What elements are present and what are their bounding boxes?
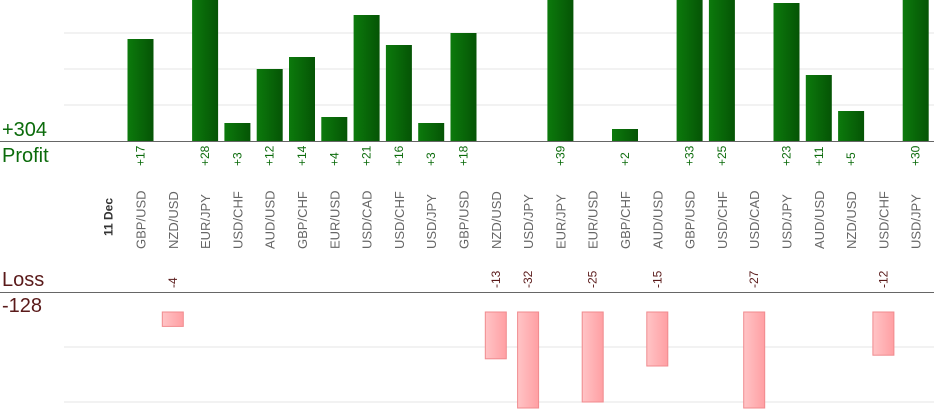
profit-value-label: +18 (457, 145, 471, 166)
loss-bar (484, 311, 507, 360)
profit-value-label: +3 (230, 152, 244, 166)
profit-bar (612, 129, 638, 141)
category-label: USD/CAD (360, 190, 375, 249)
profit-bar (321, 117, 348, 141)
profit-value-label: +25 (715, 145, 729, 166)
profit-bar (385, 45, 412, 141)
category-label: NZD/USD (489, 191, 504, 249)
profit-bar (805, 75, 832, 141)
profit-value-label: +39 (553, 145, 567, 166)
loss-value-label: -15 (650, 270, 664, 288)
profit-value-label: +14 (295, 145, 309, 166)
category-label: GBP/CHF (295, 191, 310, 249)
profit-value-label: +2 (618, 152, 632, 166)
profit-value-label: +4 (327, 152, 341, 166)
loss-bar (743, 311, 766, 409)
profit-bar (773, 3, 800, 141)
category-label: NZD/USD (844, 191, 859, 249)
category-label: EUR/JPY (553, 194, 568, 249)
profit-bar (547, 0, 574, 141)
profit-total: +304 (2, 119, 48, 141)
profit-value-label: +5 (844, 152, 858, 166)
loss-bar (872, 311, 895, 356)
loss-bar (161, 311, 184, 327)
category-label: USD/JPY (909, 194, 924, 249)
loss-label: Loss (2, 269, 45, 291)
profit-bar (708, 0, 735, 141)
profit-value-label: +23 (780, 145, 794, 166)
profit-value-label: +17 (134, 145, 148, 166)
category-label: GBP/CHF (618, 191, 633, 249)
profit-bar (192, 0, 219, 141)
profit-bar (289, 57, 315, 141)
profit-value-label: +16 (392, 145, 406, 166)
profit-bar (224, 123, 251, 141)
profit-value-label: +21 (360, 145, 374, 166)
loss-value-label: -4 (166, 277, 180, 288)
profit-bar (418, 123, 445, 141)
category-label: EUR/USD (327, 190, 342, 249)
category-label: USD/JPY (780, 194, 795, 249)
profit-label: Profit (2, 145, 49, 167)
profit-bar (676, 0, 703, 141)
loss-bar (646, 311, 669, 367)
profit-bar (450, 33, 477, 141)
loss-value-label: -27 (747, 270, 761, 288)
category-label: USD/JPY (521, 194, 536, 249)
profit-value-label: +33 (683, 145, 697, 166)
profit-value-label: +28 (198, 145, 212, 166)
profit-value-label: +30 (909, 145, 923, 166)
category-label: AUD/USD (263, 190, 278, 249)
profit-bar (127, 39, 154, 141)
profit-bar (902, 0, 929, 141)
category-label: AUD/USD (812, 190, 827, 249)
loss-value-label: -25 (586, 270, 600, 288)
loss-value-label: -12 (876, 270, 890, 288)
category-label: EUR/JPY (198, 194, 213, 249)
category-label: GBP/USD (134, 190, 149, 249)
category-label: AUD/USD (650, 190, 665, 249)
profit-value-label: +11 (812, 146, 826, 166)
category-label: USD/CHF (876, 191, 891, 249)
date-label: 11 Dec (102, 198, 116, 236)
category-label: EUR/USD (586, 190, 601, 249)
category-label: USD/JPY (424, 194, 439, 249)
category-label: USD/CHF (715, 191, 730, 249)
loss-bar (517, 311, 540, 409)
profit-value-label: +12 (263, 145, 277, 166)
category-label: GBP/USD (683, 190, 698, 249)
loss-total: -128 (2, 295, 43, 317)
category-label: GBP/USD (457, 190, 472, 249)
profit-value-label: +3 (424, 152, 438, 166)
profit-bar (838, 111, 865, 141)
loss-value-label: -13 (489, 270, 503, 288)
profit-bar (256, 69, 283, 141)
category-label: NZD/USD (166, 191, 181, 249)
category-label: USD/CAD (747, 190, 762, 249)
loss-value-label: -32 (521, 270, 535, 288)
category-label: USD/CHF (230, 191, 245, 249)
category-label: USD/CHF (392, 191, 407, 249)
profit-bar (353, 15, 380, 141)
loss-bar (581, 311, 604, 403)
